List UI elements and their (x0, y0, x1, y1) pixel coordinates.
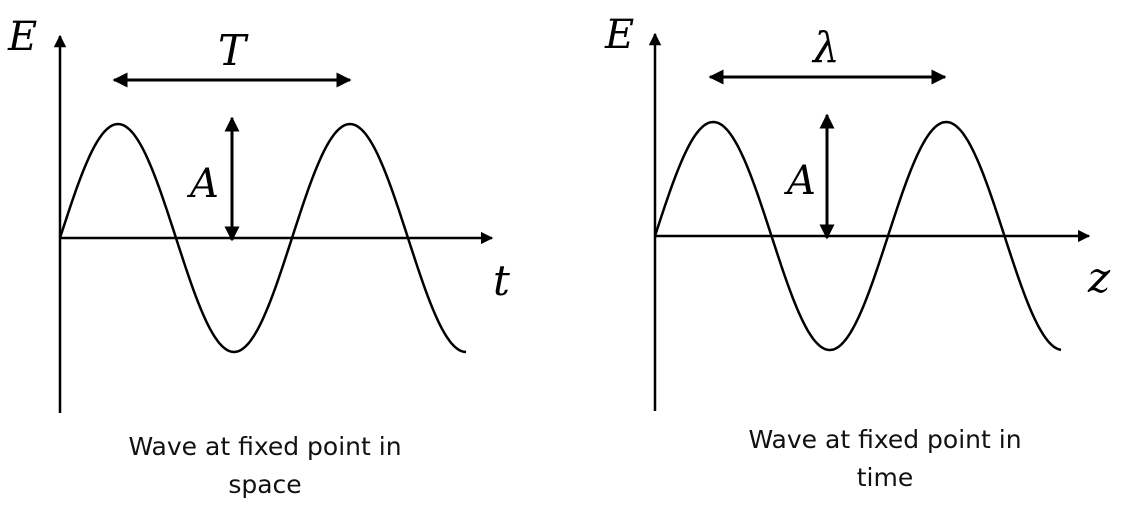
right-caption-line2: time (856, 463, 914, 492)
left-period-label: T (218, 26, 249, 75)
right-x-label: z (1087, 253, 1111, 302)
left-y-label: E (7, 14, 37, 60)
right-y-label: E (604, 12, 634, 58)
left-caption-line2: space (228, 470, 302, 499)
right-wavelength-label: λ (811, 23, 840, 72)
left-panel: E t T A (7, 14, 510, 413)
right-caption: Wave at fixed point in time (710, 421, 1060, 497)
left-caption: Wave at fixed point in space (90, 428, 440, 504)
left-amplitude-label: A (186, 161, 219, 207)
left-x-label: t (493, 256, 510, 305)
right-wave (653, 120, 1062, 352)
right-amplitude-label: A (783, 158, 816, 204)
right-caption-line1: Wave at fixed point in (748, 425, 1022, 454)
right-panel: E z λ A (604, 12, 1111, 411)
left-wave (58, 122, 467, 354)
left-caption-line1: Wave at fixed point in (128, 432, 402, 461)
